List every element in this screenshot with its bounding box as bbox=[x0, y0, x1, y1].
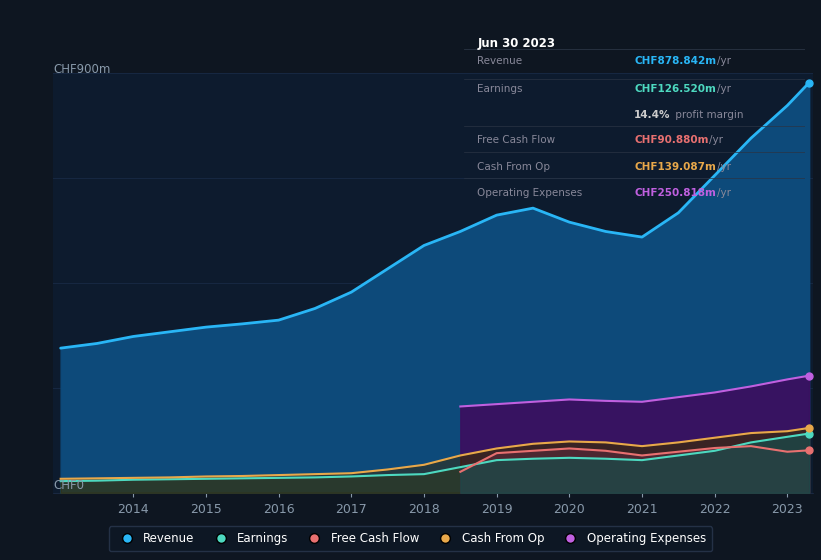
Text: /yr: /yr bbox=[717, 162, 731, 172]
Text: CHF90.880m: CHF90.880m bbox=[635, 136, 709, 145]
Text: CHF900m: CHF900m bbox=[53, 63, 111, 76]
Text: /yr: /yr bbox=[717, 84, 731, 94]
Text: /yr: /yr bbox=[717, 55, 731, 66]
Text: CHF126.520m: CHF126.520m bbox=[635, 84, 716, 94]
Text: Cash From Op: Cash From Op bbox=[478, 162, 551, 172]
Text: Earnings: Earnings bbox=[478, 84, 523, 94]
Text: /yr: /yr bbox=[717, 189, 731, 198]
Text: CHF139.087m: CHF139.087m bbox=[635, 162, 716, 172]
Text: /yr: /yr bbox=[709, 136, 723, 145]
Text: Free Cash Flow: Free Cash Flow bbox=[478, 136, 556, 145]
Text: Jun 30 2023: Jun 30 2023 bbox=[478, 37, 556, 50]
Text: CHF0: CHF0 bbox=[53, 479, 85, 492]
Text: 14.4%: 14.4% bbox=[635, 110, 671, 120]
Text: profit margin: profit margin bbox=[672, 110, 743, 120]
Legend: Revenue, Earnings, Free Cash Flow, Cash From Op, Operating Expenses: Revenue, Earnings, Free Cash Flow, Cash … bbox=[109, 526, 712, 551]
Text: Revenue: Revenue bbox=[478, 55, 523, 66]
Text: CHF878.842m: CHF878.842m bbox=[635, 55, 717, 66]
Text: Operating Expenses: Operating Expenses bbox=[478, 189, 583, 198]
Text: CHF250.818m: CHF250.818m bbox=[635, 189, 716, 198]
